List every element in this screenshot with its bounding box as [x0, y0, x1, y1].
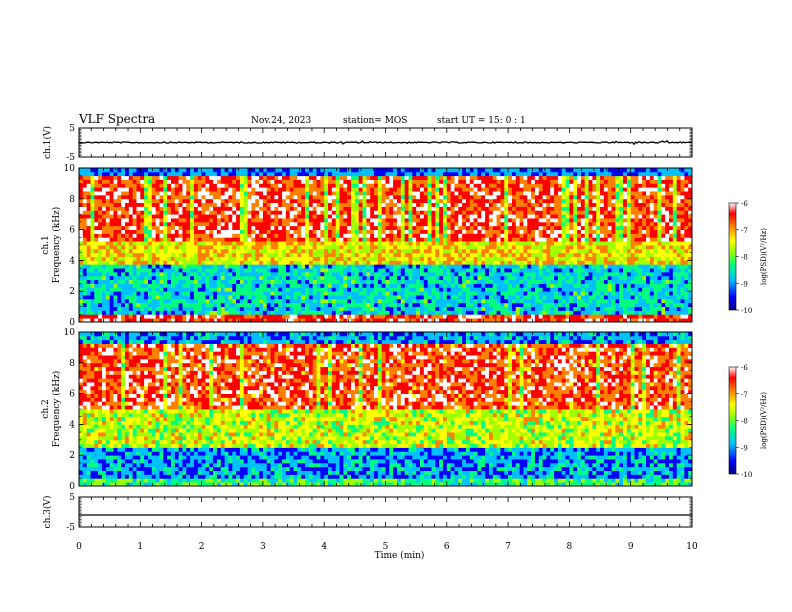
colorbar-tick-label: -6 — [741, 200, 748, 208]
x-axis-label: Time (min) — [375, 550, 425, 561]
ch2-colorbar: -6 -7 -8 -9 -10 log(PSD)(V²/Hz) — [728, 364, 768, 479]
y-tick-label: 4 — [69, 256, 75, 266]
y-tick-label: 6 — [69, 226, 75, 236]
ch3-waveform-panel: 5 -5 ch.3(V) — [42, 493, 693, 533]
x-tick-label: 3 — [260, 542, 266, 552]
y-tick-label: 2 — [69, 451, 75, 461]
colorbar-tick-label: -9 — [741, 280, 748, 288]
x-tick-label: 9 — [628, 542, 634, 552]
colorbar-tick-label: -7 — [741, 391, 748, 399]
ch1-spectrogram-cells — [79, 168, 693, 323]
colorbar-tick-label: -10 — [741, 307, 752, 315]
ch2-spectrogram-ylabel-channel: ch.2 — [41, 399, 51, 418]
ch1-spectrogram-ylabel-channel: ch.1 — [41, 235, 51, 254]
colorbar-tick-label: -8 — [741, 254, 748, 262]
y-tick-label: 10 — [64, 164, 76, 174]
colorbar-tick-label: -6 — [741, 364, 748, 372]
colorbar-label: log(PSD)(V²/Hz) — [760, 228, 768, 285]
start-time-label: start UT = 15: 0 : 1 — [437, 116, 526, 126]
ch1-spectrogram-ylabel-frequency: Frequency (kHz) — [51, 207, 62, 284]
x-tick-label: 6 — [444, 542, 450, 552]
y-tick-label: 6 — [69, 390, 75, 400]
x-tick-label: 2 — [199, 542, 205, 552]
x-tick-label: 0 — [76, 542, 82, 552]
ch2-spectrogram-cells — [79, 332, 693, 487]
colorbar-label: log(PSD)(V²/Hz) — [760, 392, 768, 449]
colorbar-tick-label: -10 — [741, 471, 752, 479]
ch3-waveform-ylabel: ch.3(V) — [42, 496, 53, 529]
x-tick-label: 4 — [321, 542, 327, 552]
x-tick-label: 10 — [686, 542, 698, 552]
y-tick-label: 8 — [69, 195, 75, 205]
colorbar-tick-label: -9 — [741, 444, 748, 452]
y-tick-label: 8 — [69, 359, 75, 369]
x-tick-label: 1 — [137, 542, 143, 552]
colorbar-tick-label: -7 — [741, 227, 748, 235]
ch2-spectrogram-ylabel-frequency: Frequency (kHz) — [51, 371, 62, 448]
colorbar-scale — [728, 366, 737, 475]
ch1-waveform-panel: 5 -5 ch.1(V) — [42, 124, 693, 163]
y-tick-label: 10 — [64, 328, 76, 338]
figure-title: VLF Spectra — [78, 112, 155, 126]
ch1-colorbar: -6 -7 -8 -9 -10 log(PSD)(V²/Hz) — [728, 200, 768, 315]
x-tick-label: 8 — [567, 542, 573, 552]
time-axis: 0 1 2 3 4 5 6 7 8 9 10 Time (min) — [76, 542, 698, 561]
ch1-waveform-trace — [78, 139, 692, 146]
y-tick-label: -5 — [66, 523, 75, 533]
x-tick-label: 5 — [383, 542, 389, 552]
y-tick-label: 5 — [69, 493, 75, 503]
ch1-waveform-ylabel: ch.1(V) — [42, 126, 53, 159]
colorbar-tick-label: -8 — [741, 418, 748, 426]
y-tick-label: 2 — [69, 287, 75, 297]
colorbar-scale — [728, 202, 737, 311]
y-tick-label: 4 — [69, 420, 75, 430]
y-tick-label: -5 — [66, 153, 75, 163]
y-tick-label: 0 — [69, 318, 75, 328]
x-tick-label: 7 — [505, 542, 511, 552]
ch1-spectrogram-panel: 0 2 4 6 8 10 ch.1 Frequency (kHz) — [41, 164, 693, 328]
y-tick-label: 5 — [69, 124, 75, 134]
station-label: station= MOS — [343, 116, 407, 126]
ch2-spectrogram-panel: 0 2 4 6 8 10 ch.2 Frequency (kHz) — [41, 328, 693, 492]
date-label: Nov.24, 2023 — [251, 116, 312, 126]
y-tick-label: 0 — [69, 482, 75, 492]
